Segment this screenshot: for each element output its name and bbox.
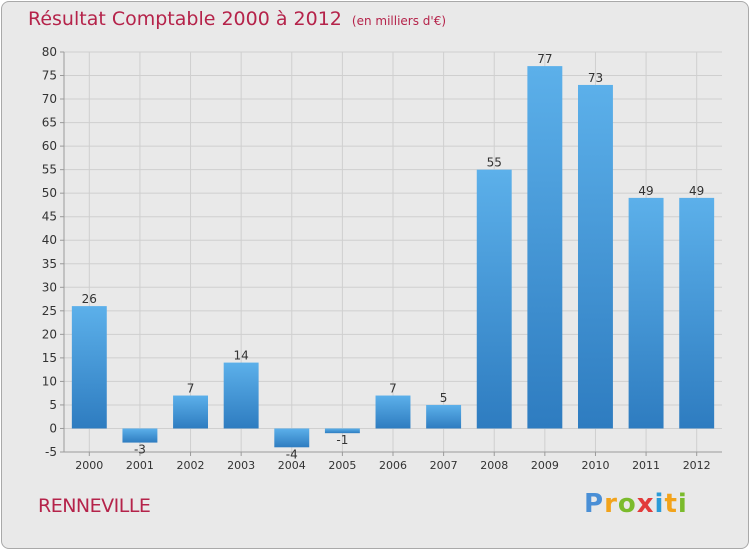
ytick-label-80: 80 [42, 45, 57, 59]
bar-2007 [426, 404, 462, 429]
xtick-label-2012: 2012 [683, 459, 711, 472]
xtick-label-2010: 2010 [581, 459, 609, 472]
ytick-label-35: 35 [42, 257, 57, 271]
bar-2003 [223, 362, 259, 429]
commune-name: RENNEVILLE [38, 495, 151, 517]
ytick-label-60: 60 [42, 139, 57, 153]
ytick-label-50: 50 [42, 186, 57, 200]
xtick-label-2008: 2008 [480, 459, 508, 472]
xtick-label-2006: 2006 [379, 459, 407, 472]
ytick-label-55: 55 [42, 163, 57, 177]
xtick-label-2003: 2003 [227, 459, 255, 472]
ytick-label-5: 5 [49, 398, 57, 412]
xtick-label-2004: 2004 [278, 459, 306, 472]
bars [71, 66, 715, 448]
chart-title: Résultat Comptable 2000 à 2012 (en millie… [28, 8, 447, 30]
data-label-2006: 7 [389, 382, 397, 396]
bar-2002 [173, 395, 209, 429]
data-label-2005: -1 [336, 433, 348, 447]
chart-subtitle: (en milliers d'€) [351, 14, 447, 28]
data-label-2001: -3 [134, 443, 146, 457]
xtick-label-2011: 2011 [632, 459, 660, 472]
xtick-label-2001: 2001 [126, 459, 154, 472]
data-label-2004: -4 [286, 447, 298, 461]
bar-2012 [679, 197, 715, 429]
ytick-label-20: 20 [42, 327, 57, 341]
ytick-label-40: 40 [42, 233, 57, 247]
bar-2009 [527, 66, 563, 429]
data-label-2002: 7 [187, 382, 195, 396]
bar-2004 [274, 428, 310, 448]
data-label-2007: 5 [440, 391, 448, 405]
ytick-label--5: -5 [45, 445, 57, 459]
ytick-label-25: 25 [42, 304, 57, 318]
bar-2000 [71, 306, 107, 429]
bar-2006 [375, 395, 411, 429]
data-label-2000: 26 [82, 292, 97, 306]
xtick-label-2005: 2005 [328, 459, 356, 472]
xtick-label-2009: 2009 [531, 459, 559, 472]
ytick-label-65: 65 [42, 116, 57, 130]
ytick-label-10: 10 [42, 374, 57, 388]
bar-2005 [324, 428, 360, 434]
ytick-label-70: 70 [42, 92, 57, 106]
bar-2001 [122, 428, 158, 443]
data-label-2008: 55 [487, 156, 502, 170]
bar-2008 [476, 169, 512, 429]
bar-2011 [628, 197, 664, 429]
xtick-label-2007: 2007 [430, 459, 458, 472]
xtick-label-2000: 2000 [75, 459, 103, 472]
data-label-2011: 49 [638, 184, 653, 198]
ytick-label-15: 15 [42, 351, 57, 365]
ytick-label-30: 30 [42, 280, 57, 294]
bar-2010 [577, 84, 613, 429]
xtick-label-2002: 2002 [177, 459, 205, 472]
data-label-2012: 49 [689, 184, 704, 198]
data-label-2010: 73 [588, 71, 603, 85]
data-label-2009: 77 [537, 52, 552, 66]
ytick-label-45: 45 [42, 210, 57, 224]
data-label-2003: 14 [234, 349, 249, 363]
ytick-label-75: 75 [42, 69, 57, 83]
proxiti-logo[interactable]: Proxiti [584, 489, 688, 519]
ytick-label-0: 0 [49, 421, 57, 435]
